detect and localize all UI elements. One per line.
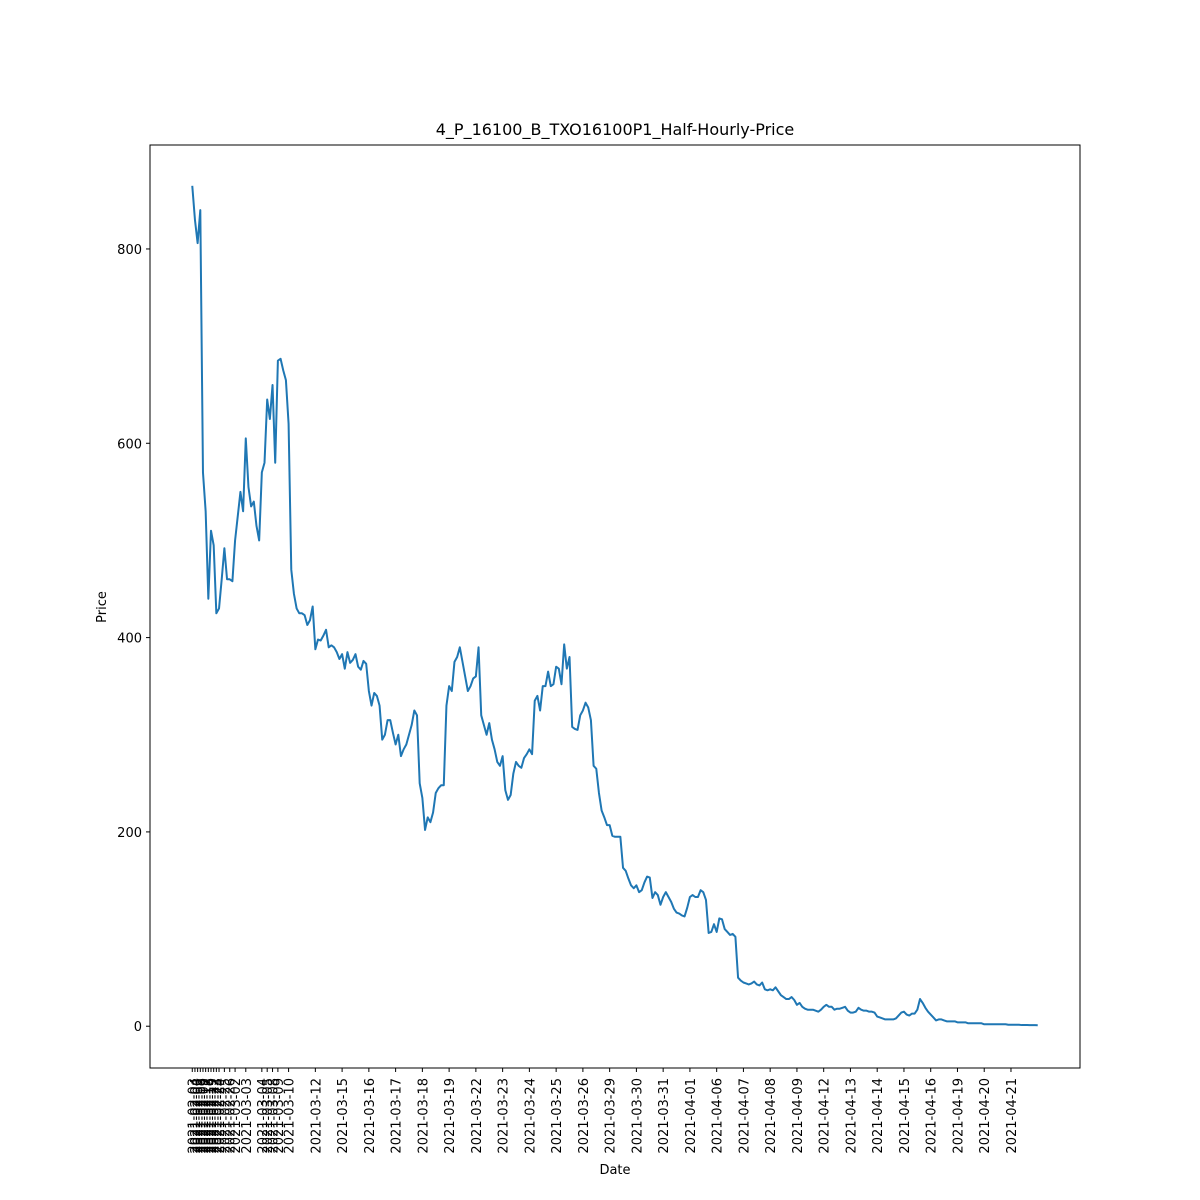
price-line — [191, 185, 1038, 1027]
chart-title: 4_P_16100_B_TXO16100P1_Half-Hourly-Price — [436, 120, 795, 140]
x-tick-label: 2021-03-22 — [470, 1078, 485, 1154]
x-tick-label: 2021-04-12 — [818, 1078, 833, 1154]
x-tick-label: 2021-03-16 — [363, 1078, 378, 1154]
x-tick-label: 2021-03-18 — [416, 1078, 431, 1154]
x-tick-label: 2021-03-19 — [443, 1078, 458, 1154]
x-tick-label: 2021-02-04 — [189, 1078, 204, 1154]
x-tick-label: 2021-04-07 — [737, 1078, 752, 1154]
x-tick-label: 2021-02-26 — [224, 1078, 239, 1154]
x-tick-label: 2021-02-22 — [208, 1078, 223, 1154]
x-tick-label: 2021-03-31 — [657, 1078, 672, 1154]
x-tick-label: 2021-03-09 — [272, 1078, 287, 1154]
y-tick-label: 600 — [117, 437, 142, 452]
x-tick-label: 2021-02-09 — [197, 1078, 212, 1154]
x-tick-label: 2021-04-06 — [711, 1078, 726, 1154]
x-tick-label: 2021-02-03 — [186, 1078, 201, 1154]
y-tick-label: 800 — [117, 243, 142, 258]
x-tick-label: 2021-02-19 — [205, 1078, 220, 1154]
x-tick-label: 2021-04-16 — [925, 1078, 940, 1154]
x-tick-label: 2021-03-29 — [604, 1078, 619, 1154]
y-tick-label: 400 — [117, 632, 142, 647]
x-tick-label: 2021-03-04 — [256, 1078, 271, 1154]
x-tick-label: 2021-04-21 — [1005, 1078, 1020, 1154]
x-tick-label: 2021-03-26 — [577, 1078, 592, 1154]
x-tick-label: 2021-03-30 — [630, 1078, 645, 1154]
x-tick-label: 2021-03-17 — [390, 1078, 405, 1154]
x-tick-label: 2021-03-15 — [336, 1078, 351, 1154]
x-tick-label: 2021-03-23 — [497, 1078, 512, 1154]
x-tick-label: 2021-04-19 — [951, 1078, 966, 1154]
x-tick-label: 2021-02-25 — [218, 1078, 233, 1154]
x-tick-label: 2021-03-24 — [523, 1078, 538, 1154]
y-axis-label: Price — [95, 591, 110, 623]
x-axis-label: Date — [599, 1163, 630, 1178]
y-tick-label: 0 — [134, 1020, 142, 1035]
x-tick-label: 2021-04-14 — [871, 1078, 886, 1154]
x-tick-label: 2021-04-20 — [978, 1078, 993, 1154]
x-tick-label: 2021-02-17 — [200, 1078, 215, 1154]
x-tick-label: 2021-03-12 — [309, 1078, 324, 1154]
x-tick-label: 2021-04-13 — [844, 1078, 859, 1154]
x-tick-label: 2021-02-18 — [202, 1078, 217, 1154]
x-tick-label: 2021-04-15 — [898, 1078, 913, 1154]
y-tick-label: 200 — [117, 826, 142, 841]
x-tick-label: 2021-02-24 — [213, 1078, 228, 1154]
x-tick-label: 2021-02-23 — [210, 1078, 225, 1154]
x-tick-label: 2021-04-09 — [791, 1078, 806, 1154]
x-tick-label: 2021-04-08 — [764, 1078, 779, 1154]
plot-frame — [149, 144, 1081, 1069]
x-tick-label: 2021-03-03 — [240, 1078, 255, 1154]
x-tick-label: 2021-03-02 — [229, 1078, 244, 1154]
x-tick-label: 2021-04-01 — [684, 1078, 699, 1154]
x-tick-label: 2021-03-05 — [261, 1078, 276, 1154]
x-tick-label: 2021-03-08 — [267, 1078, 282, 1154]
x-tick-label: 2021-03-10 — [283, 1078, 298, 1154]
x-tick-label: 2021-02-05 — [192, 1078, 207, 1154]
x-tick-label: 2021-03-25 — [550, 1078, 565, 1154]
x-tick-label: 2021-02-08 — [194, 1078, 209, 1154]
